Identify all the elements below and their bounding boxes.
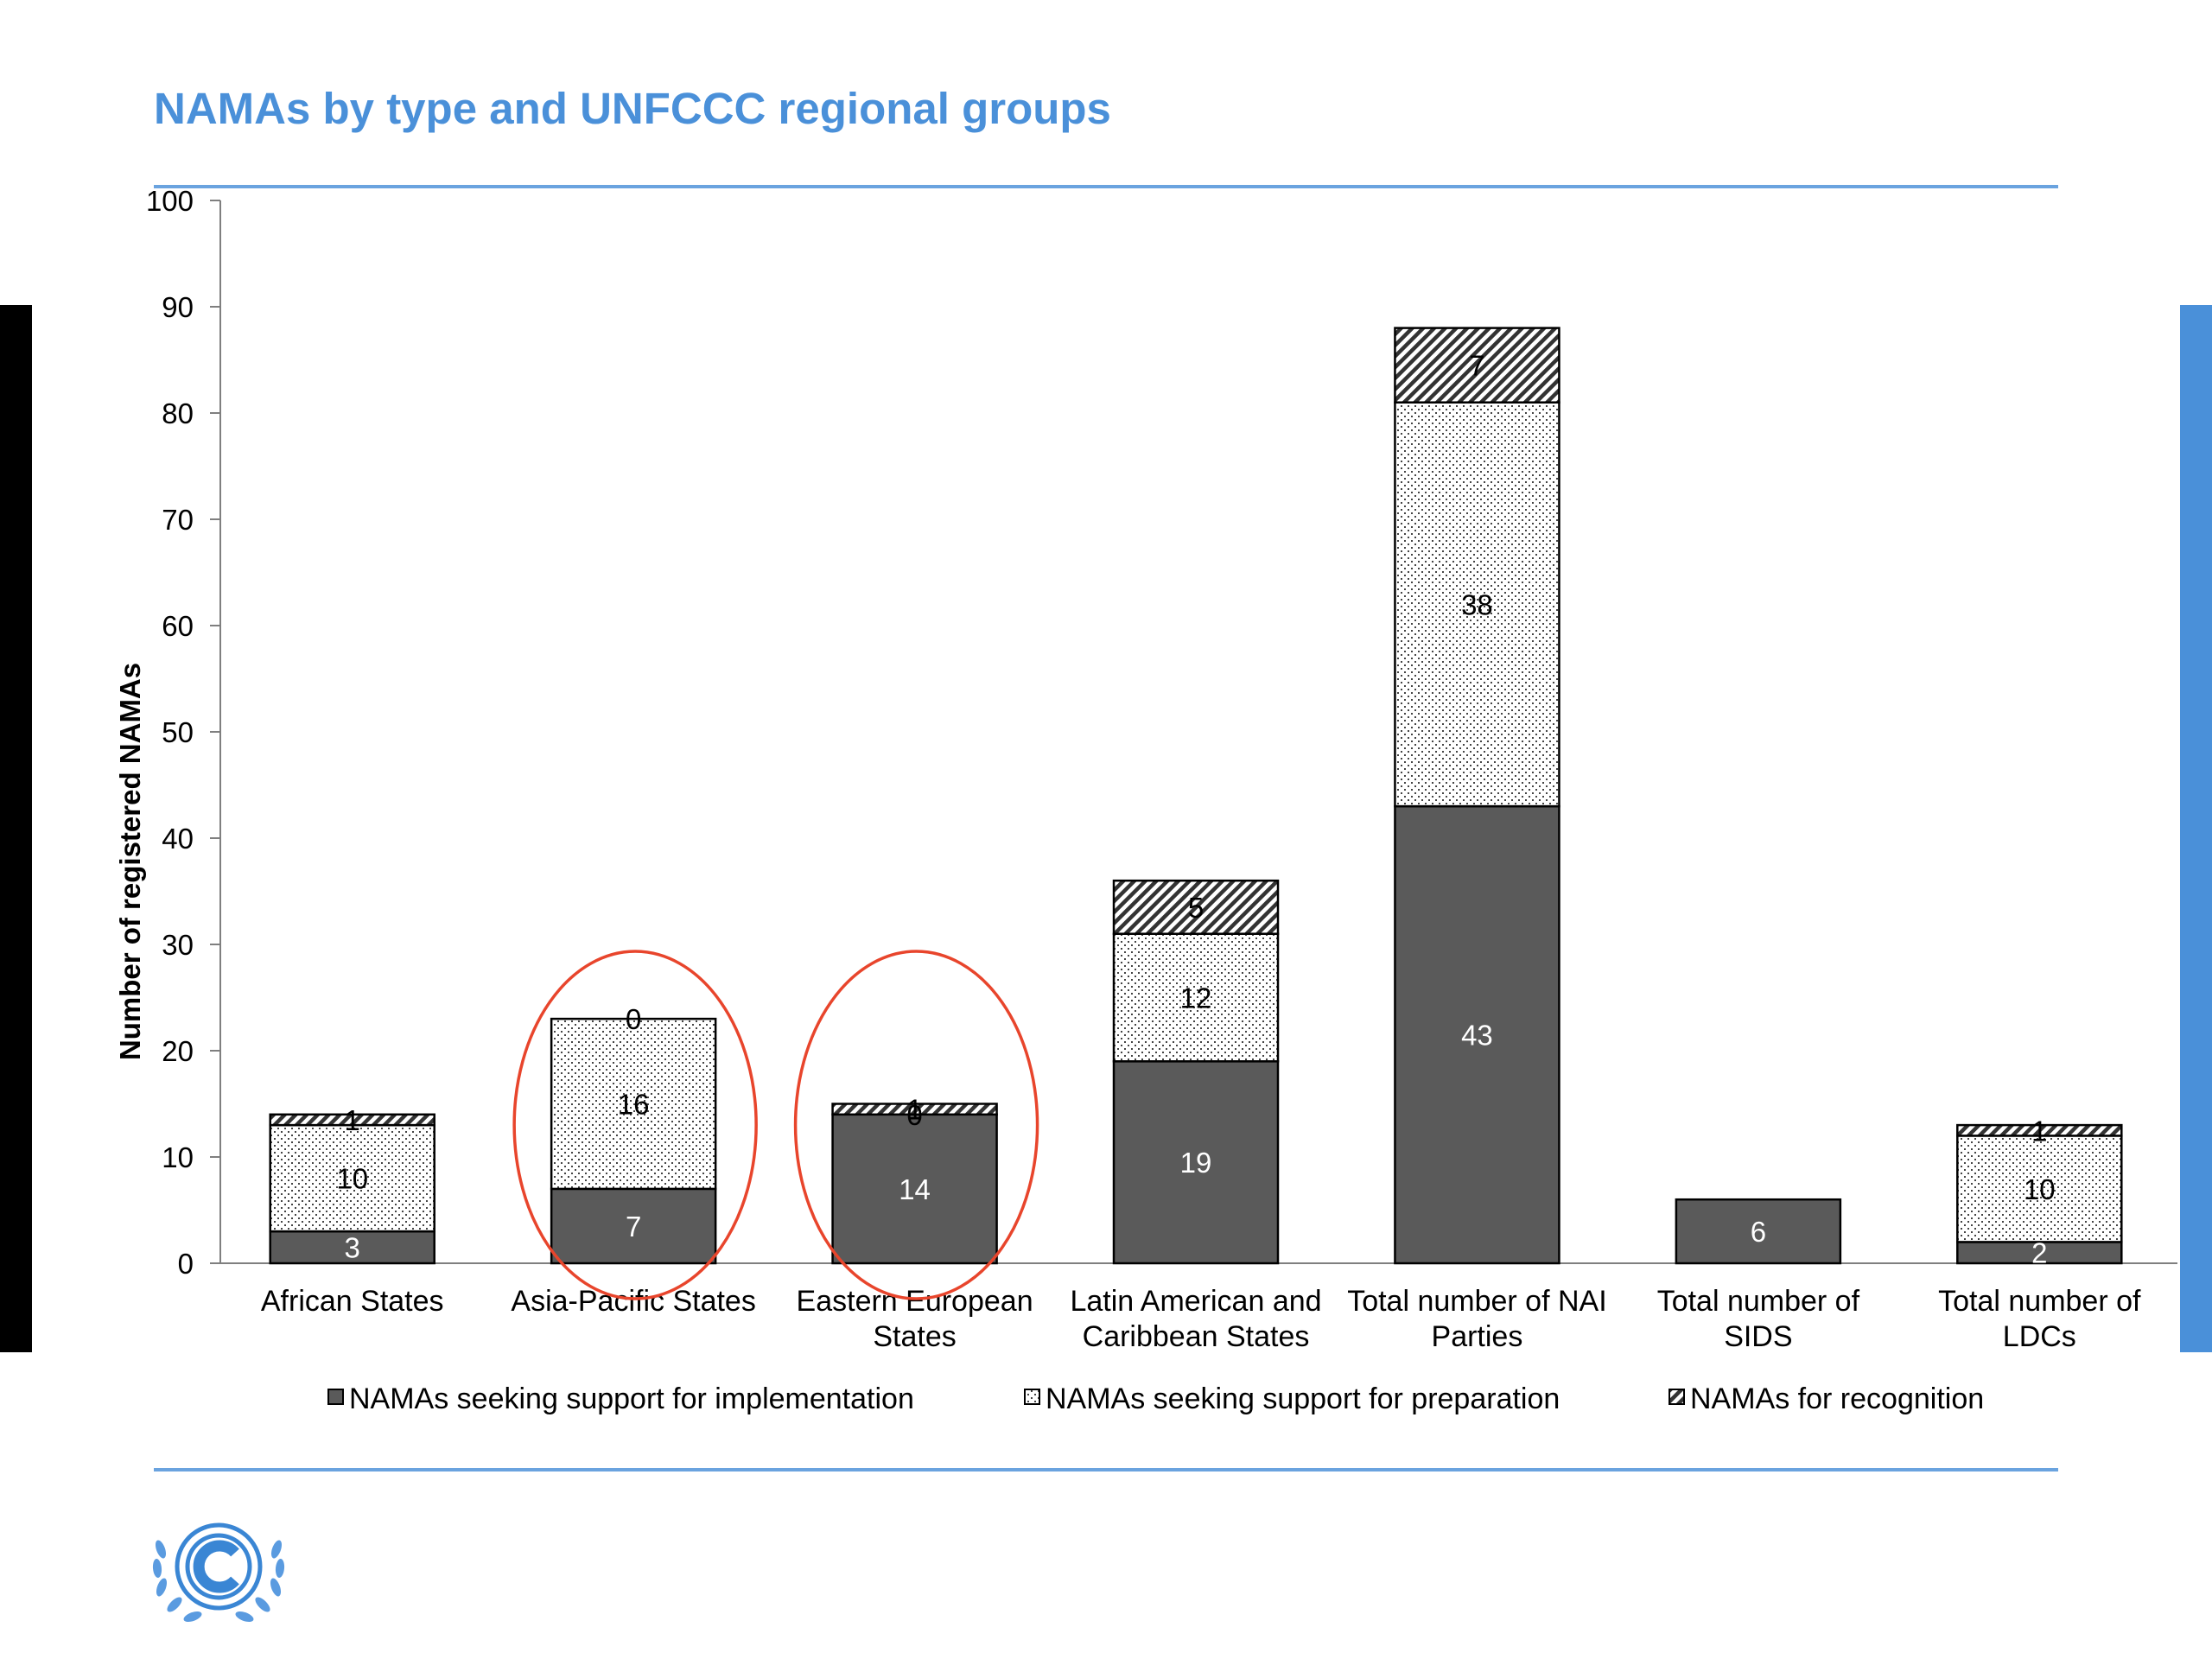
data-label-recognition: 0 (626, 1003, 641, 1035)
category-label: States (873, 1320, 956, 1353)
bar-recognition (1956, 1123, 2123, 1137)
bar-implementation (1956, 1241, 2123, 1265)
y-tick-label: 30 (162, 929, 194, 961)
data-label-implementation: 2 (2031, 1237, 2047, 1269)
data-label-preparation: 16 (618, 1089, 650, 1121)
bar-preparation (1112, 932, 1280, 1063)
legend-swatch-recognition (1669, 1389, 1685, 1405)
bar-preparation (269, 1123, 435, 1233)
bar-recognition (831, 1103, 998, 1116)
bar-implementation (831, 1113, 998, 1265)
category-label: Asia-Pacific States (511, 1285, 755, 1318)
highlight-circle (793, 950, 1039, 1300)
data-label-recognition: 1 (2031, 1115, 2047, 1147)
left-accent-bar (0, 305, 32, 1352)
legend: NAMAs seeking support for implementation… (327, 1382, 1984, 1415)
data-label-preparation: 10 (336, 1163, 368, 1195)
slide-title: NAMAs by type and UNFCCC regional groups (154, 84, 1111, 133)
data-label-recognition: 1 (345, 1104, 360, 1136)
data-label-preparation: 12 (1180, 982, 1212, 1014)
category-label: African States (261, 1285, 444, 1318)
bar-preparation (1394, 401, 1560, 808)
category-labels: African States Asia-Pacific States Eastern… (261, 1285, 2141, 1353)
bars (269, 327, 2123, 1265)
bar-preparation (550, 1017, 717, 1191)
data-label-preparation: 0 (906, 1099, 922, 1131)
y-tick-label: 70 (162, 504, 194, 536)
category-label: Latin American and (1070, 1285, 1321, 1318)
y-tick-label: 80 (162, 397, 194, 429)
unfccc-emblem-icon (152, 1522, 285, 1623)
data-label-preparation: 10 (2024, 1173, 2056, 1205)
y-tick-label: 40 (162, 823, 194, 855)
category-label: Caribbean States (1083, 1320, 1310, 1353)
data-label-recognition: 7 (1469, 350, 1484, 382)
y-tick-label: 100 (146, 185, 194, 217)
legend-swatch-implementation (327, 1389, 344, 1405)
bar-implementation (269, 1230, 435, 1265)
category-label: Eastern European (797, 1285, 1033, 1318)
bar-implementation (1112, 1060, 1280, 1265)
bar-implementation (1394, 804, 1560, 1265)
bar-recognition (269, 1113, 435, 1127)
bottom-divider (154, 1468, 2058, 1471)
data-label-implementation: 3 (345, 1232, 360, 1264)
y-tick-label: 10 (162, 1141, 194, 1173)
data-label-preparation: 38 (1461, 588, 1493, 620)
data-label-recognition: 1 (906, 1094, 922, 1126)
y-tick-label: 20 (162, 1035, 194, 1067)
legend-label-implementation: NAMAs seeking support for implementation (349, 1382, 914, 1415)
legend-swatch-preparation (1024, 1389, 1040, 1405)
right-accent-bar (2180, 305, 2212, 1352)
top-divider (154, 185, 2058, 188)
bar-recognition (1394, 327, 1560, 404)
data-label-implementation: 14 (899, 1173, 931, 1205)
data-label-implementation: 19 (1180, 1147, 1212, 1179)
category-label: Total number of NAI (1347, 1285, 1606, 1318)
category-label: Total number of (1938, 1285, 2141, 1318)
y-tick-label: 0 (178, 1248, 194, 1280)
legend-label-preparation: NAMAs seeking support for preparation (1046, 1382, 1560, 1415)
y-tick-label: 50 (162, 716, 194, 748)
bar-recognition (1112, 879, 1280, 935)
category-label: SIDS (1724, 1320, 1792, 1353)
legend-label-recognition: NAMAs for recognition (1690, 1382, 1984, 1415)
data-label-implementation: 43 (1461, 1020, 1493, 1052)
data-label-implementation: 6 (1751, 1216, 1766, 1248)
category-label: LDCs (2003, 1320, 2076, 1353)
highlight-annotations (512, 950, 1039, 1300)
data-label-recognition: 5 (1188, 892, 1204, 924)
data-label-implementation: 7 (626, 1211, 641, 1243)
y-tick-label: 60 (162, 610, 194, 642)
bar-implementation (1675, 1198, 1842, 1265)
y-axis-title: Number of registered NAMAs (114, 663, 146, 1060)
y-tick-label: 90 (162, 291, 194, 323)
highlight-circle (512, 950, 758, 1300)
category-label: Parties (1432, 1320, 1523, 1353)
category-label: Total number of (1657, 1285, 1860, 1318)
